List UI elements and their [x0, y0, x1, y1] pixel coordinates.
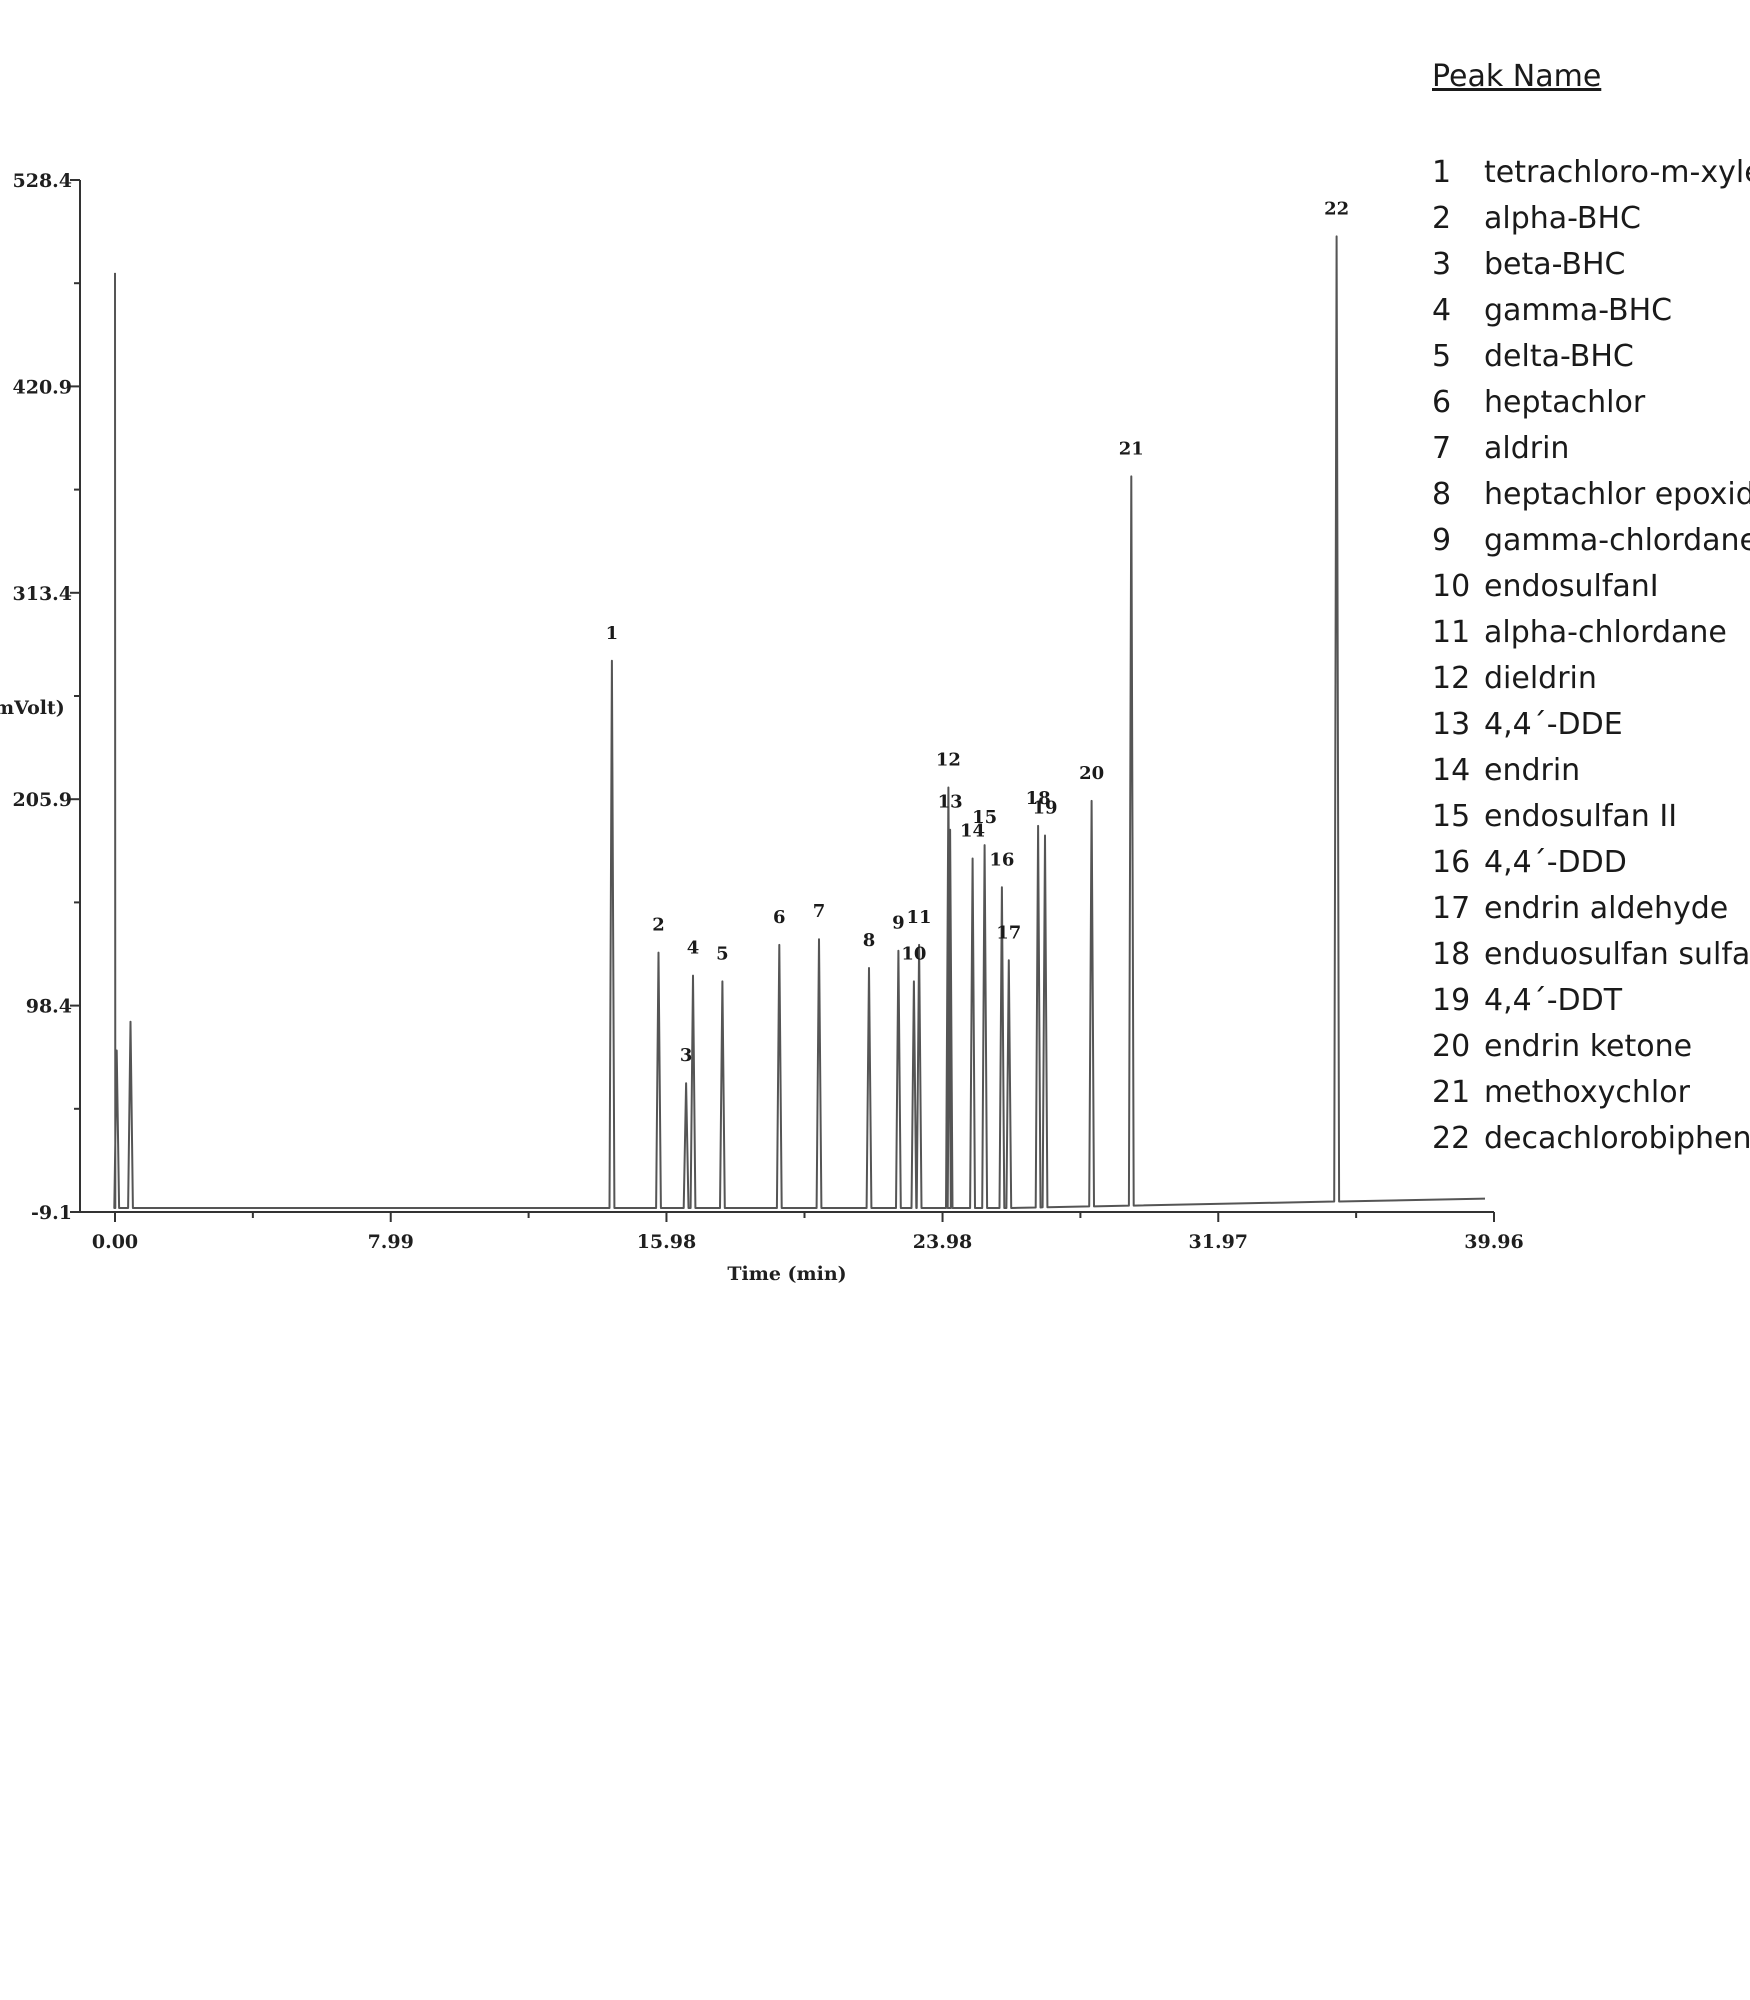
peak-label: 17 — [996, 922, 1021, 943]
peak-label: 22 — [1324, 198, 1349, 219]
chart-axes — [79, 180, 1494, 1213]
x-tick-label: 15.98 — [637, 1231, 697, 1253]
legend-entry-name: enduosulfan sulfate — [1484, 937, 1750, 972]
legend-entry-number: 10 — [1432, 569, 1470, 604]
legend-entry-number: 15 — [1432, 799, 1470, 834]
legend-entry-number: 19 — [1432, 983, 1470, 1018]
peak-label: 6 — [773, 907, 786, 928]
legend-entry-number: 7 — [1432, 431, 1451, 466]
y-tick-label: 420.9 — [13, 376, 73, 398]
legend-entry-name: endosulfan II — [1484, 799, 1677, 834]
legend-entry-name: 4,4´-DDT — [1484, 983, 1623, 1018]
legend-entry-name: endrin — [1484, 753, 1580, 788]
legend-entry-number: 20 — [1432, 1029, 1470, 1064]
peak-label: 4 — [687, 938, 700, 959]
legend-entry-number: 5 — [1432, 339, 1451, 374]
legend-entry-name: 4,4´-DDE — [1484, 707, 1623, 742]
peak-label: 13 — [938, 792, 963, 813]
legend-entry-name: tetrachloro-m-xylene — [1484, 155, 1750, 190]
x-tick-label: 23.98 — [913, 1231, 973, 1253]
peak-label: 20 — [1079, 763, 1104, 784]
peak-label: 3 — [680, 1045, 693, 1066]
y-tick-label: 98.4 — [26, 996, 72, 1018]
peak-label: 14 — [960, 821, 985, 842]
peak-label: 12 — [936, 749, 961, 770]
legend-entry-number: 8 — [1432, 477, 1451, 512]
axis-ticks — [70, 179, 1495, 1222]
y-tick-label: 205.9 — [13, 789, 73, 811]
legend-entry-name: endrin ketone — [1484, 1029, 1692, 1064]
peak-label: 7 — [813, 901, 826, 922]
y-axis-title: mVolt) — [0, 697, 65, 719]
x-tick-label: 31.97 — [1189, 1231, 1249, 1253]
legend-entry-name: alpha-chlordane — [1484, 615, 1727, 650]
peak-label: 18 — [1026, 788, 1051, 809]
legend-entry-number: 12 — [1432, 661, 1470, 696]
tick-labels: 0.00 7.99 15.98 23.98 31.97 39.96 -9.1 98.4 205.… — [13, 170, 1524, 1253]
legend-entry-number: 9 — [1432, 523, 1451, 558]
x-tick-label: 39.96 — [1464, 1231, 1524, 1253]
legend-entry-number: 14 — [1432, 753, 1470, 788]
legend-entry-number: 17 — [1432, 891, 1470, 926]
peak-label: 2 — [652, 915, 665, 936]
peak-label: 21 — [1119, 438, 1144, 459]
legend-entry-name: 4,4´-DDD — [1484, 845, 1627, 880]
legend-entry-name: endrin aldehyde — [1484, 891, 1728, 926]
legend-entry-name: decachlorobiphenyl — [1484, 1121, 1750, 1156]
legend-entry-name: dieldrin — [1484, 661, 1597, 696]
peak-label: 1 — [606, 623, 619, 644]
legend-entry-number: 16 — [1432, 845, 1470, 880]
x-axis-title: Time (min) — [727, 1263, 846, 1285]
legend-entry-number: 21 — [1432, 1075, 1470, 1110]
legend-entry-name: delta-BHC — [1484, 339, 1634, 374]
chromatogram-trace — [113, 235, 1486, 1209]
legend-entry-name: methoxychlor — [1484, 1075, 1691, 1110]
legend-entry-number: 6 — [1432, 385, 1451, 420]
legend-entry-name: aldrin — [1484, 431, 1569, 466]
legend-entry-name: gamma-chlordane — [1484, 523, 1750, 558]
peak-label: 8 — [863, 930, 876, 951]
legend-entry-name: gamma-BHC — [1484, 293, 1672, 328]
y-tick-label: 313.4 — [13, 583, 73, 605]
legend-entry-name: heptachlor — [1484, 385, 1646, 420]
peak-label: 9 — [892, 913, 905, 934]
legend-entry-name: alpha-BHC — [1484, 201, 1641, 236]
peak-label: 16 — [989, 849, 1014, 870]
legend-entry-number: 3 — [1432, 247, 1451, 282]
y-tick-label: 528.4 — [13, 170, 73, 192]
legend-entry-name: heptachlor epoxide — [1484, 477, 1750, 512]
legend-title: Peak Name — [1432, 59, 1601, 94]
peak-legend: Peak Name 1 tetrachloro-m-xylene 2 alpha-BH… — [1432, 59, 1750, 1156]
peak-label: 5 — [716, 943, 729, 964]
legend-entry-number: 11 — [1432, 615, 1470, 650]
x-tick-label: 7.99 — [368, 1231, 414, 1253]
legend-entry-number: 2 — [1432, 201, 1451, 236]
x-tick-label: 0.00 — [92, 1231, 138, 1253]
peak-label: 10 — [901, 943, 926, 964]
legend-entry-number: 13 — [1432, 707, 1470, 742]
legend-entry-name: endosulfanI — [1484, 569, 1659, 604]
legend-entry-number: 22 — [1432, 1121, 1470, 1156]
peak-label: 15 — [972, 807, 997, 828]
legend-entry-number: 1 — [1432, 155, 1451, 190]
peak-label: 19 — [1033, 797, 1058, 818]
legend-entry-name: beta-BHC — [1484, 247, 1626, 282]
legend-entry-number: 4 — [1432, 293, 1451, 328]
peak-label: 11 — [907, 907, 932, 928]
y-tick-label: -9.1 — [31, 1202, 72, 1224]
legend-entry-number: 18 — [1432, 937, 1470, 972]
